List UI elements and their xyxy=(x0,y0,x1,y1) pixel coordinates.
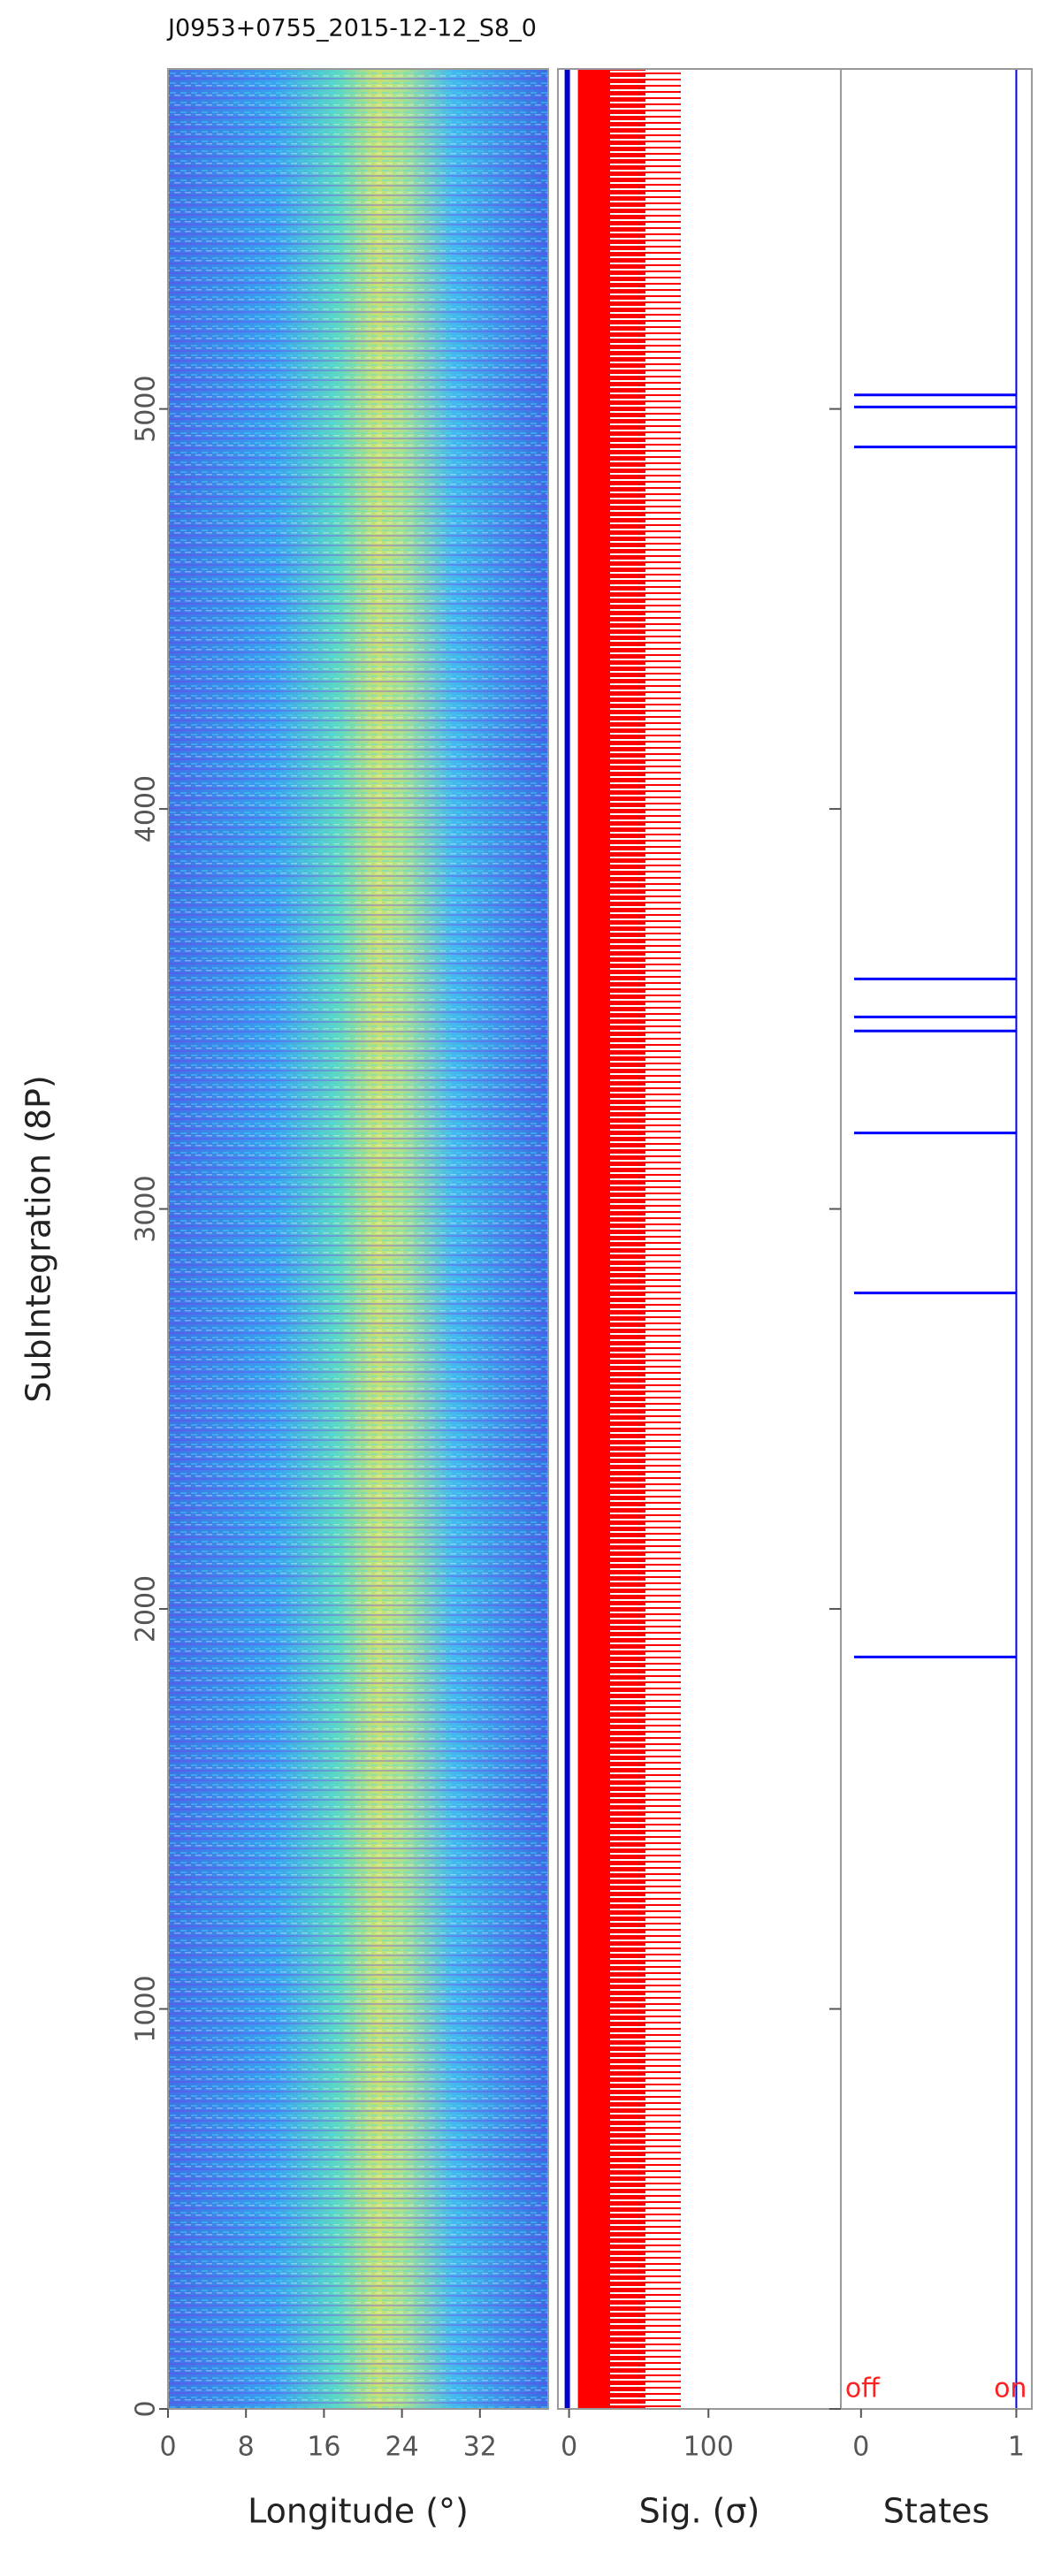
x-tick-label: 24 xyxy=(385,2432,419,2463)
x-tick-label: 32 xyxy=(463,2432,497,2463)
y-tick-label: 2000 xyxy=(131,1575,162,1642)
y-tick-label: 0 xyxy=(131,2400,162,2417)
x-tick-label: 1 xyxy=(1008,2432,1025,2463)
panel-frame xyxy=(840,68,1033,2410)
panel-frame xyxy=(167,68,549,2410)
y-tick-label: 3000 xyxy=(131,1175,162,1242)
state-annotation: off xyxy=(845,2374,881,2405)
x-tick-label: 16 xyxy=(307,2432,340,2463)
y-tick-label: 1000 xyxy=(131,1975,162,2042)
x-axis-label: States xyxy=(883,2492,989,2531)
x-tick-label: 100 xyxy=(683,2432,734,2463)
state-annotation: on xyxy=(994,2374,1027,2405)
x-tick-label: 0 xyxy=(159,2432,176,2463)
heatmap-texture xyxy=(168,69,548,2409)
y-axis-label: SubIntegration (8P) xyxy=(19,1075,58,1403)
x-axis-label: Sig. (σ) xyxy=(639,2492,760,2531)
x-tick-label: 8 xyxy=(238,2432,255,2463)
chart-title: J0953+0755_2015-12-12_S8_0 xyxy=(166,15,537,42)
x-tick-label: 0 xyxy=(852,2432,869,2463)
x-tick-label: 0 xyxy=(561,2432,577,2463)
y-tick-label: 4000 xyxy=(131,775,162,842)
signal-trace xyxy=(577,69,841,2409)
x-axis-label: Longitude (°) xyxy=(248,2492,469,2531)
y-tick-label: 5000 xyxy=(131,375,162,442)
